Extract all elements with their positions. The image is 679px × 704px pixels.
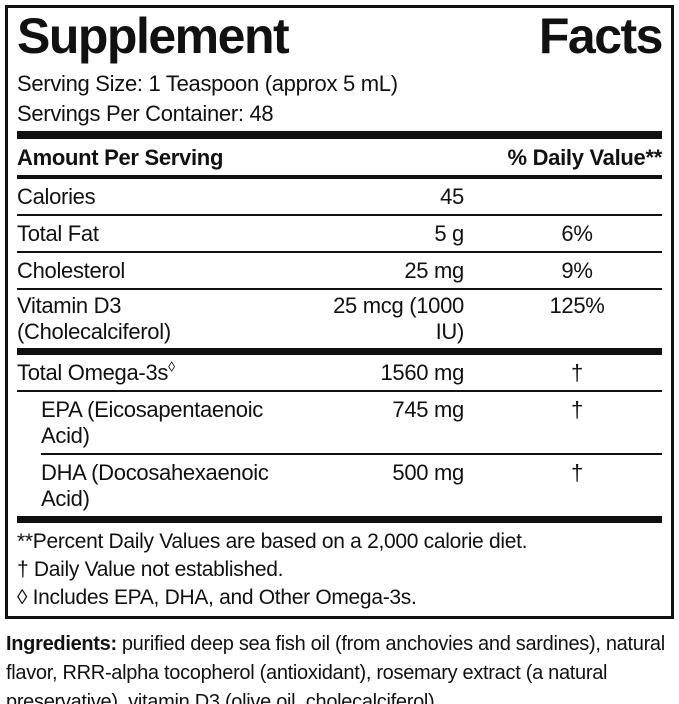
nutrient-amount: 500 mg <box>392 460 464 485</box>
supplement-facts-panel: Supplement Facts Serving Size: 1 Teaspoo… <box>5 5 674 619</box>
servings-per-container-text: Servings Per Container: 48 <box>17 101 274 126</box>
footnote-diamond: ◊ Includes EPA, DHA, and Other Omega-3s. <box>17 586 417 609</box>
nutrient-name: DHA (Docosahexaenoic Acid) <box>41 460 269 511</box>
nutrient-name: Vitamin D3 (Cholecalciferol) <box>17 293 302 345</box>
nutrient-amount: 45 <box>440 184 464 209</box>
thick-bar <box>17 131 662 139</box>
below-panel-text: Ingredients: purified deep sea fish oil (… <box>6 630 673 704</box>
nutrient-name-text: Total Omega-3s <box>17 360 169 385</box>
amount-per-serving-header: Amount Per Serving <box>17 145 224 170</box>
title-word-supplement: Supplement <box>17 8 290 64</box>
title-word-facts: Facts <box>538 8 664 64</box>
row-divider <box>17 214 662 216</box>
row-divider <box>17 288 662 290</box>
medium-bar <box>17 175 662 179</box>
nutrient-name: Total Fat <box>17 221 99 246</box>
table-row-epa: EPA (Eicosapentaenoic Acid) 745 mg † <box>17 392 662 453</box>
table-row-total-omega-3s: Total Omega-3s◊ 1560 mg † <box>17 355 662 390</box>
footnote-percent-daily-value: **Percent Daily Values are based on a 2,… <box>17 530 528 553</box>
row-divider-indented <box>41 453 662 455</box>
nutrient-name: Total Omega-3s◊ <box>17 360 302 386</box>
nutrient-amount: 25 mcg (1000 IU) <box>333 293 464 344</box>
thick-bar <box>17 348 662 355</box>
table-row-cholesterol: Cholesterol 25 mg 9% <box>17 253 662 288</box>
nutrient-amount: 5 g <box>434 221 464 246</box>
nutrient-amount: 745 mg <box>392 397 464 422</box>
daily-value-header: % Daily Value** <box>507 145 663 170</box>
nutrient-amount: 1560 mg <box>380 360 464 385</box>
nutrient-daily-value: † <box>571 360 583 385</box>
table-header-row: Amount Per Serving % Daily Value** <box>17 139 662 175</box>
thick-bar <box>17 516 662 523</box>
table-row-dha: DHA (Docosahexaenoic Acid) 500 mg † <box>17 455 662 516</box>
row-divider <box>17 390 662 392</box>
nutrient-daily-value: † <box>571 397 583 422</box>
nutrient-name-line2: (Cholecalciferol) <box>17 319 171 344</box>
diamond-marker: ◊ <box>168 358 175 375</box>
nutrient-daily-value <box>472 184 662 210</box>
nutrient-name: Calories <box>17 184 96 209</box>
table-row-calories: Calories 45 <box>17 179 662 214</box>
ingredients-paragraph: Ingredients: purified deep sea fish oil (… <box>6 630 673 704</box>
nutrient-name: Cholesterol <box>17 258 125 283</box>
nutrient-daily-value: † <box>571 460 583 485</box>
ingredients-label: Ingredients: <box>6 633 117 655</box>
table-row-total-fat: Total Fat 5 g 6% <box>17 216 662 251</box>
nutrient-name-line1: Vitamin D3 <box>17 293 122 318</box>
nutrient-daily-value: 6% <box>561 221 593 246</box>
table-row-vitamin-d3: Vitamin D3 (Cholecalciferol) 25 mcg (100… <box>17 290 662 348</box>
nutrient-name: EPA (Eicosapentaenoic Acid) <box>41 397 263 448</box>
serving-size-text: Serving Size: 1 Teaspoon (approx 5 mL) <box>17 71 398 96</box>
nutrient-daily-value: 9% <box>561 258 593 283</box>
footnote-dagger: † Daily Value not established. <box>17 558 284 581</box>
nutrient-daily-value: 125% <box>549 293 605 318</box>
ingredients-text: purified deep sea fish oil (from anchovi… <box>6 633 665 704</box>
supplement-facts-title: Supplement Facts <box>17 8 664 65</box>
row-divider <box>17 251 662 253</box>
footnotes-block: **Percent Daily Values are based on a 2,… <box>17 523 662 616</box>
nutrient-amount: 25 mg <box>404 258 464 283</box>
